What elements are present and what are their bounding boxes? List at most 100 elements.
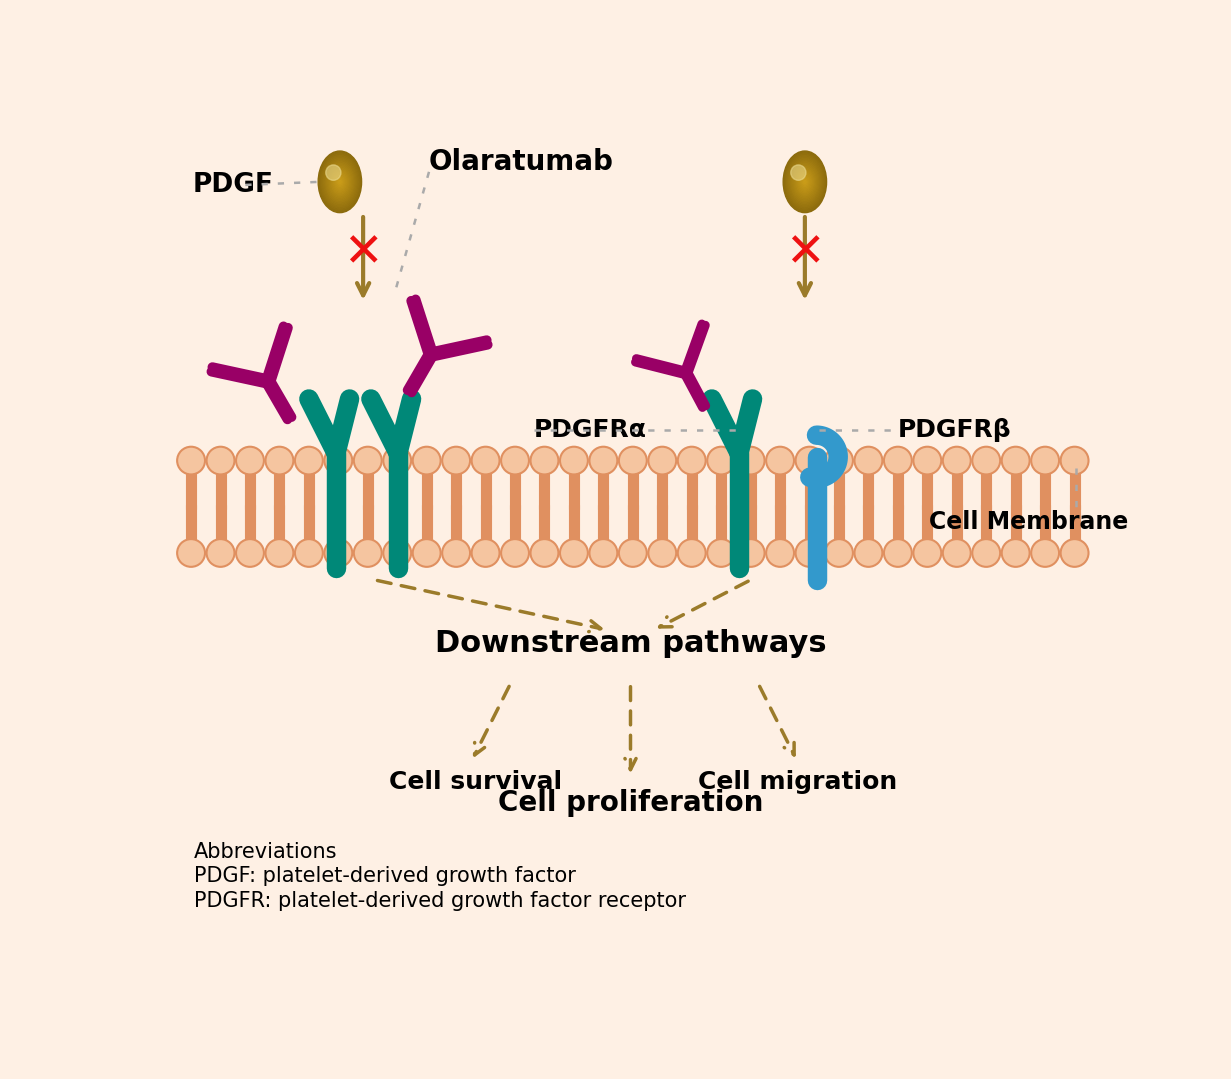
Ellipse shape	[790, 165, 806, 180]
Circle shape	[854, 447, 883, 475]
Ellipse shape	[320, 154, 359, 209]
Ellipse shape	[788, 158, 822, 206]
Text: ✕: ✕	[343, 232, 383, 276]
Text: PDGFR: platelet-derived growth factor receptor: PDGFR: platelet-derived growth factor re…	[194, 891, 686, 911]
Circle shape	[766, 540, 794, 566]
Ellipse shape	[339, 180, 341, 183]
Circle shape	[560, 447, 588, 475]
Text: Olaratumab: Olaratumab	[428, 148, 614, 176]
Circle shape	[678, 540, 705, 566]
Ellipse shape	[789, 159, 821, 205]
Circle shape	[825, 540, 853, 566]
Circle shape	[501, 447, 529, 475]
Circle shape	[353, 447, 382, 475]
Circle shape	[266, 447, 293, 475]
Circle shape	[295, 447, 323, 475]
Circle shape	[795, 540, 824, 566]
Ellipse shape	[327, 165, 352, 199]
Circle shape	[825, 447, 853, 475]
Circle shape	[471, 447, 500, 475]
Circle shape	[649, 447, 676, 475]
Ellipse shape	[321, 155, 358, 208]
Text: PDGF: platelet-derived growth factor: PDGF: platelet-derived growth factor	[194, 866, 576, 886]
Ellipse shape	[335, 174, 346, 190]
Circle shape	[766, 447, 794, 475]
Circle shape	[943, 540, 971, 566]
Circle shape	[913, 447, 942, 475]
Circle shape	[619, 540, 646, 566]
Ellipse shape	[799, 174, 810, 190]
Ellipse shape	[324, 159, 356, 205]
Circle shape	[325, 540, 352, 566]
Ellipse shape	[787, 155, 824, 208]
Ellipse shape	[326, 165, 341, 180]
Circle shape	[412, 540, 441, 566]
Ellipse shape	[783, 151, 826, 213]
Circle shape	[649, 540, 676, 566]
Ellipse shape	[331, 169, 348, 194]
Circle shape	[1002, 540, 1029, 566]
Circle shape	[1061, 447, 1088, 475]
Ellipse shape	[803, 179, 808, 185]
Circle shape	[236, 447, 263, 475]
Text: PDGF: PDGF	[192, 172, 273, 197]
Ellipse shape	[334, 173, 346, 191]
Ellipse shape	[794, 166, 816, 197]
Ellipse shape	[796, 169, 814, 194]
Ellipse shape	[326, 162, 355, 202]
Circle shape	[1002, 447, 1029, 475]
Circle shape	[236, 540, 263, 566]
Text: PDGFRα: PDGFRα	[533, 418, 646, 441]
Ellipse shape	[795, 168, 815, 195]
Ellipse shape	[804, 180, 806, 183]
Text: Cell survival: Cell survival	[389, 770, 563, 794]
Circle shape	[943, 447, 971, 475]
Circle shape	[471, 540, 500, 566]
Circle shape	[678, 447, 705, 475]
Circle shape	[383, 540, 411, 566]
Circle shape	[383, 447, 411, 475]
Circle shape	[442, 540, 470, 566]
Circle shape	[501, 540, 529, 566]
Circle shape	[1032, 447, 1059, 475]
Ellipse shape	[793, 165, 817, 199]
Circle shape	[795, 447, 824, 475]
Ellipse shape	[789, 161, 820, 204]
Circle shape	[531, 540, 559, 566]
Circle shape	[1061, 540, 1088, 566]
Circle shape	[708, 447, 735, 475]
Ellipse shape	[336, 176, 345, 188]
Circle shape	[884, 540, 912, 566]
Ellipse shape	[332, 172, 347, 193]
Circle shape	[884, 447, 912, 475]
Ellipse shape	[329, 166, 351, 197]
Ellipse shape	[319, 152, 361, 211]
Ellipse shape	[336, 177, 343, 187]
Circle shape	[207, 447, 234, 475]
Text: Cell Membrane: Cell Membrane	[929, 510, 1128, 534]
Circle shape	[590, 540, 617, 566]
Circle shape	[177, 447, 206, 475]
Text: Cell migration: Cell migration	[698, 770, 896, 794]
Circle shape	[972, 540, 1000, 566]
Ellipse shape	[323, 158, 357, 206]
Circle shape	[619, 447, 646, 475]
Circle shape	[854, 540, 883, 566]
Ellipse shape	[792, 163, 817, 201]
Text: PDGFRβ: PDGFRβ	[897, 418, 1012, 441]
Text: Cell proliferation: Cell proliferation	[497, 789, 763, 817]
Circle shape	[353, 540, 382, 566]
Ellipse shape	[790, 162, 819, 202]
Circle shape	[412, 447, 441, 475]
Ellipse shape	[784, 152, 826, 211]
Circle shape	[736, 447, 764, 475]
Ellipse shape	[337, 179, 342, 185]
Circle shape	[590, 447, 617, 475]
Circle shape	[442, 447, 470, 475]
Ellipse shape	[798, 172, 812, 193]
Ellipse shape	[327, 163, 353, 201]
Circle shape	[1032, 540, 1059, 566]
Ellipse shape	[318, 151, 362, 213]
Circle shape	[207, 540, 234, 566]
Ellipse shape	[785, 154, 825, 209]
